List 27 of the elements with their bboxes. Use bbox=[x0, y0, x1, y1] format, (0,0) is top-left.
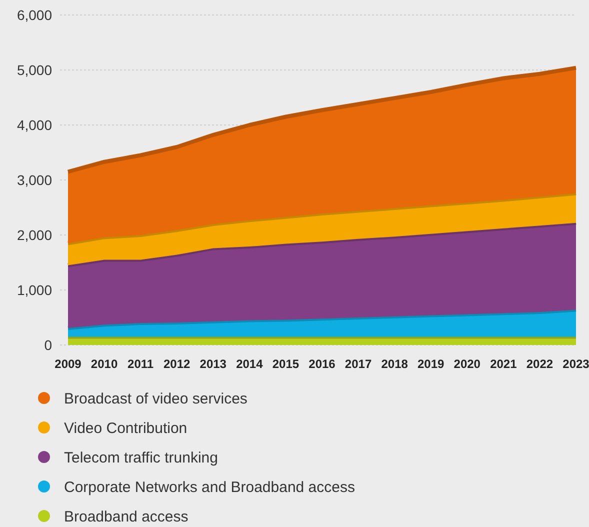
x-tick-label: 2017 bbox=[344, 357, 372, 371]
y-tick-label: 3,000 bbox=[16, 172, 52, 188]
x-tick-label: 2015 bbox=[272, 357, 300, 371]
x-tick-label: 2018 bbox=[381, 357, 408, 371]
y-tick-label: 1,000 bbox=[16, 282, 52, 298]
x-tick-label: 2014 bbox=[236, 357, 264, 371]
y-tick-label: 0 bbox=[44, 336, 52, 353]
x-tick-label: 2021 bbox=[490, 357, 518, 371]
x-tick-label: 2016 bbox=[308, 357, 336, 371]
x-tick-label: 2012 bbox=[164, 357, 191, 371]
y-tick-label: 5,000 bbox=[16, 62, 52, 78]
y-tick-label: 6,000 bbox=[16, 6, 52, 23]
x-tick-label: 2010 bbox=[90, 357, 118, 371]
legend-label: Telecom traffic trunking bbox=[64, 449, 218, 466]
x-tick-label: 2013 bbox=[200, 357, 227, 371]
x-tick-label: 2022 bbox=[526, 357, 554, 371]
legend-label: Broadcast of video services bbox=[64, 390, 248, 408]
y-tick-label: 2,000 bbox=[16, 226, 52, 243]
x-tick-label: 2009 bbox=[54, 357, 82, 371]
legend-label: Corporate Networks and Broadband access bbox=[64, 478, 355, 496]
y-tick-label: 4,000 bbox=[16, 116, 52, 133]
x-tick-label: 2020 bbox=[454, 357, 481, 371]
x-tick-label: 2023 bbox=[562, 357, 589, 371]
legend-label: Video Contribution bbox=[64, 420, 188, 437]
x-tick-label: 2011 bbox=[128, 357, 154, 371]
legend-label: Broadband access bbox=[64, 508, 188, 526]
x-tick-label: 2019 bbox=[418, 357, 445, 371]
